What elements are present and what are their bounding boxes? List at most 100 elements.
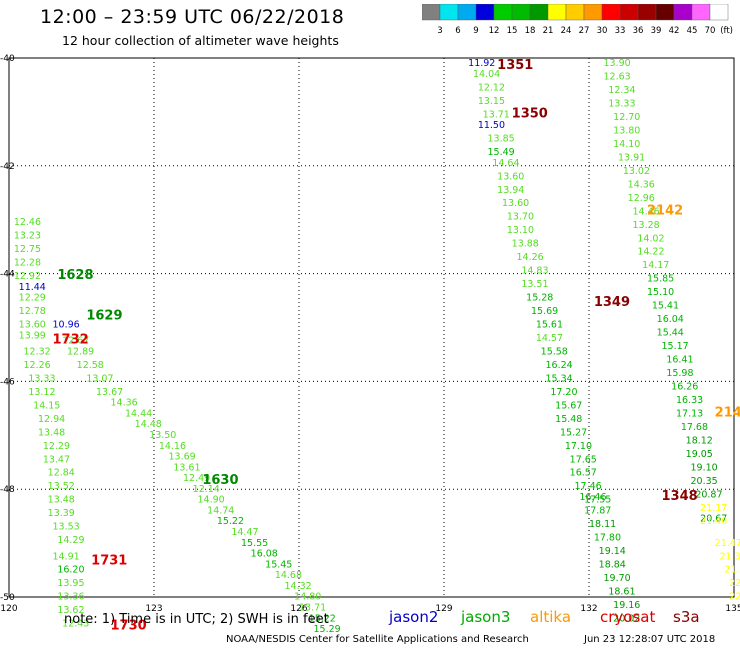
wave-height-label: 22 bbox=[729, 578, 740, 589]
wave-height-label: 12.84 bbox=[48, 468, 75, 479]
wave-height-label: 13.23 bbox=[14, 231, 41, 242]
y-tick-label: -46 bbox=[0, 377, 15, 387]
wave-height-label: 12.43 bbox=[62, 619, 89, 630]
wave-height-label: 21.40 bbox=[700, 516, 727, 527]
colorbar-legend: 3 6 9 12 15 18 21 24 27 30 33 36 39 42 45 70 (ft) bbox=[422, 4, 733, 36]
colorbar-tick-label: 27 bbox=[579, 26, 590, 36]
legend-altika: altika bbox=[530, 608, 572, 626]
wave-height-label: 18.84 bbox=[599, 559, 626, 570]
wave-height-label: 13.70 bbox=[507, 212, 534, 223]
wave-height-label: 15.58 bbox=[541, 346, 568, 357]
wave-height-label: 15.98 bbox=[666, 368, 693, 379]
x-tick-label: 132 bbox=[580, 604, 597, 614]
wave-height-label: 16.57 bbox=[570, 468, 597, 479]
wave-height-label: 11.92 bbox=[468, 58, 495, 69]
wave-height-label: 13.85 bbox=[488, 134, 515, 145]
wave-height-label: 12.29 bbox=[43, 441, 70, 452]
pass-time-label: 2142 bbox=[647, 203, 683, 218]
wave-height-label: 15.45 bbox=[265, 559, 292, 570]
wave-height-label: 14.44 bbox=[125, 408, 152, 419]
colorbar-tick-label: 6 bbox=[455, 26, 460, 36]
colorbar-swatch bbox=[709, 4, 729, 21]
wave-height-label: 14.91 bbox=[53, 551, 80, 562]
legend-jason3: jason3 bbox=[461, 608, 511, 626]
wave-height-label: 13.53 bbox=[53, 522, 80, 533]
wave-height-label: 14.15 bbox=[33, 400, 60, 411]
wave-height-label: 14.74 bbox=[207, 505, 234, 516]
wave-height-label: 11.50 bbox=[478, 120, 505, 131]
wave-height-label: 20.87 bbox=[695, 489, 722, 500]
wave-height-label: 15.22 bbox=[309, 613, 336, 624]
wave-height-label: 15.29 bbox=[314, 624, 341, 635]
colorbar-unit: (ft) bbox=[720, 26, 733, 36]
wave-height-label: 14.83 bbox=[521, 266, 548, 277]
colorbar-tick-label: 39 bbox=[651, 26, 662, 36]
wave-height-label: 14.90 bbox=[198, 495, 225, 506]
wave-height-label: 12.26 bbox=[24, 360, 51, 371]
colorbar-tick-label: 42 bbox=[669, 26, 680, 36]
wave-height-label: 18.12 bbox=[686, 435, 713, 446]
wave-height-label: 17.13 bbox=[676, 408, 703, 419]
wave-height-label: 13.71 bbox=[483, 109, 510, 120]
pass-time-label: 1630 bbox=[202, 473, 238, 488]
wave-height-label: 12.63 bbox=[604, 72, 631, 83]
x-tick-label: 120 bbox=[0, 604, 17, 614]
wave-height-label: 19.14 bbox=[599, 546, 626, 557]
wave-height-label: 11.44 bbox=[19, 282, 46, 293]
wave-height-label: 13.67 bbox=[96, 387, 123, 398]
pass-time-label: 1351 bbox=[497, 58, 533, 73]
colorbar-tick-label: 36 bbox=[633, 26, 644, 36]
pass-time-label: 1731 bbox=[91, 554, 127, 569]
wave-height-label: 13.51 bbox=[521, 279, 548, 290]
pass-time-label: 1628 bbox=[57, 268, 93, 283]
wave-height-label: 13.10 bbox=[507, 225, 534, 236]
wave-height-label: 12.29 bbox=[19, 293, 46, 304]
wave-height-label: 16.33 bbox=[676, 395, 703, 406]
wave-height-label: 14.68 bbox=[275, 570, 302, 581]
colorbar-tick-label: 30 bbox=[597, 26, 608, 36]
x-tick-label: 126 bbox=[290, 604, 307, 614]
y-tick-label: -42 bbox=[0, 162, 15, 172]
wave-height-label: 12.70 bbox=[613, 112, 640, 123]
plot-frame bbox=[8, 57, 735, 598]
wave-height-label: 14.04 bbox=[473, 69, 500, 80]
wave-height-label: 16.08 bbox=[251, 549, 278, 560]
wave-height-label: 13.95 bbox=[57, 578, 84, 589]
x-tick-label: 135 bbox=[725, 604, 740, 614]
wave-height-label: 15.55 bbox=[241, 538, 268, 549]
wave-height-label: 14.26 bbox=[517, 252, 544, 263]
wave-height-label: 15.69 bbox=[531, 306, 558, 317]
wave-height-label: 16.46 bbox=[579, 492, 606, 503]
wave-height-label: 14.64 bbox=[492, 158, 519, 169]
page-title: 12:00 – 23:59 UTC 06/22/2018 bbox=[40, 6, 345, 28]
legend-jason2: jason2 bbox=[389, 608, 439, 626]
x-tick-label: 129 bbox=[435, 604, 452, 614]
colorbar-tick-label: 70 bbox=[705, 26, 716, 36]
wave-height-label: 13.33 bbox=[28, 373, 55, 384]
wave-height-label: 13.48 bbox=[38, 427, 65, 438]
footer-credit: NOAA/NESDIS Center for Satellite Applica… bbox=[226, 634, 529, 645]
y-tick-label: -48 bbox=[0, 485, 15, 495]
wave-height-label: 12.92 bbox=[14, 271, 41, 282]
legend-cryosat: cryosat bbox=[600, 608, 656, 626]
wave-height-label: 13.60 bbox=[502, 198, 529, 209]
wave-height-label: 15.48 bbox=[555, 414, 582, 425]
footer-timestamp: Jun 23 12:28:07 UTC 2018 bbox=[584, 634, 716, 645]
colorbar-tick-label: 9 bbox=[473, 26, 478, 36]
pass-time-label: 1730 bbox=[111, 618, 147, 633]
wave-height-label: 14.57 bbox=[536, 333, 563, 344]
wave-height-label: 16.24 bbox=[546, 360, 573, 371]
wave-height-label: 12.12 bbox=[478, 82, 505, 93]
wave-height-label: 13.52 bbox=[48, 481, 75, 492]
wave-height-label: 17.80 bbox=[594, 532, 621, 543]
wave-height-label: 14.32 bbox=[285, 581, 312, 592]
pass-time-label: 2141 bbox=[715, 405, 740, 420]
wave-height-label: 16.04 bbox=[657, 314, 684, 325]
wave-height-label: 17.68 bbox=[681, 422, 708, 433]
wave-height-label: 17.55 bbox=[584, 495, 611, 506]
wave-height-label: 13.47 bbox=[43, 454, 70, 465]
wave-height-label: 16.20 bbox=[57, 565, 84, 576]
wave-height-label: 13.28 bbox=[633, 220, 660, 231]
y-tick-label: -50 bbox=[0, 593, 15, 603]
wave-height-label: 15.34 bbox=[546, 373, 573, 384]
